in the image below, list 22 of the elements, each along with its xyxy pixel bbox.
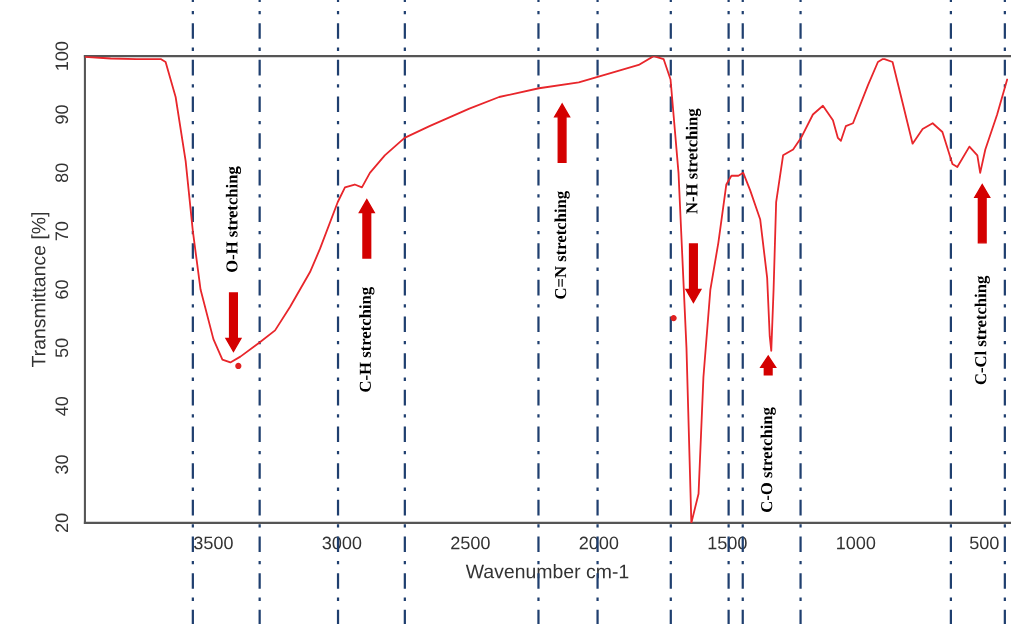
- x-tick-label: 500: [969, 536, 999, 550]
- x-tick-label: 2500: [451, 536, 490, 550]
- annotation: C-Cl stretching: [974, 275, 990, 385]
- y-tick-label: 80: [55, 163, 69, 183]
- y-tick-label: 90: [55, 105, 69, 124]
- x-tick-label: 3500: [194, 536, 233, 550]
- y-tick-label: 40: [55, 396, 69, 416]
- y-tick-label: 50: [55, 338, 69, 358]
- annotation: O-H stretching: [225, 166, 242, 273]
- annotation: N-H stretching: [685, 108, 702, 214]
- y-tick-label: 60: [55, 280, 69, 299]
- y-tick-label: 100: [55, 41, 69, 70]
- y-axis-title: Transmittance [%]: [31, 212, 50, 368]
- annotation: C-H stretching: [359, 287, 375, 392]
- annotation: C-O stretching: [760, 407, 776, 512]
- x-axis-title: Wavenumber cm-1: [465, 564, 629, 579]
- annotation: C=N stretching: [554, 190, 570, 299]
- y-tick-label: 20: [55, 513, 69, 533]
- x-tick-label: 1000: [837, 536, 876, 550]
- y-tick-label: 30: [55, 455, 69, 474]
- y-tick-label: 70: [55, 221, 69, 241]
- line-series: [84, 56, 1009, 523]
